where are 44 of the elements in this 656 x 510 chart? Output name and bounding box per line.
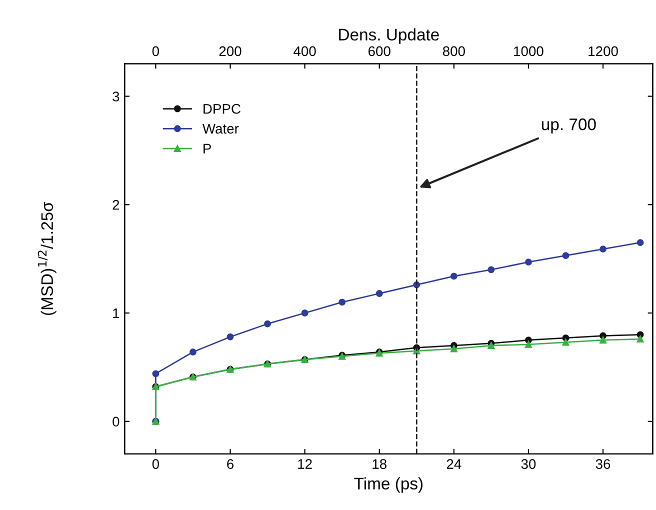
y-tick-label: 3 bbox=[112, 92, 120, 102]
y-tick-label: 0 bbox=[112, 416, 120, 427]
point bbox=[636, 239, 644, 246]
x2-tick-label: 400 bbox=[294, 46, 316, 56]
point bbox=[450, 272, 458, 280]
point bbox=[524, 258, 532, 266]
point bbox=[488, 342, 495, 349]
point bbox=[301, 310, 308, 316]
point bbox=[190, 348, 196, 356]
point bbox=[562, 338, 570, 346]
x-tick-label: 24 bbox=[446, 459, 462, 469]
legend-label: P bbox=[204, 144, 211, 154]
x-tick-label: 0 bbox=[152, 459, 160, 469]
x-tick-label: 36 bbox=[596, 459, 610, 469]
x2-tick-label: 800 bbox=[442, 46, 465, 56]
point bbox=[226, 333, 234, 340]
legend-label: DPPC bbox=[204, 104, 240, 114]
x-axis-title: Time (ps) bbox=[354, 477, 423, 493]
x-tick-label: 12 bbox=[298, 459, 312, 469]
x-tick-label: 30 bbox=[521, 459, 536, 469]
point bbox=[264, 320, 272, 328]
point bbox=[338, 298, 346, 306]
point bbox=[152, 370, 160, 378]
point bbox=[600, 246, 606, 253]
x2-tick-label: 1200 bbox=[588, 46, 618, 56]
point bbox=[636, 336, 644, 342]
y-tick-label: 1 bbox=[113, 308, 120, 318]
x2-tick-label: 1000 bbox=[514, 46, 544, 56]
point bbox=[524, 340, 532, 348]
point bbox=[488, 266, 495, 274]
point bbox=[600, 336, 606, 344]
point bbox=[562, 252, 570, 260]
point bbox=[376, 290, 383, 297]
x2-axis-title: Dens. Update bbox=[339, 28, 439, 44]
y-axis-title: (MSD)$^{1/2}$/1.25σ bbox=[38, 202, 56, 316]
point bbox=[450, 345, 458, 352]
legend-label: Water bbox=[202, 124, 239, 134]
x2-tick-label: 200 bbox=[219, 46, 242, 56]
y-tick-label: 2 bbox=[112, 200, 120, 210]
x2-tick-label: 600 bbox=[368, 46, 390, 56]
annotation: up. 700 bbox=[542, 118, 596, 134]
x-tick-label: 18 bbox=[372, 459, 386, 469]
x-tick-label: 6 bbox=[227, 459, 234, 469]
x2-tick-label: 0 bbox=[152, 46, 160, 56]
